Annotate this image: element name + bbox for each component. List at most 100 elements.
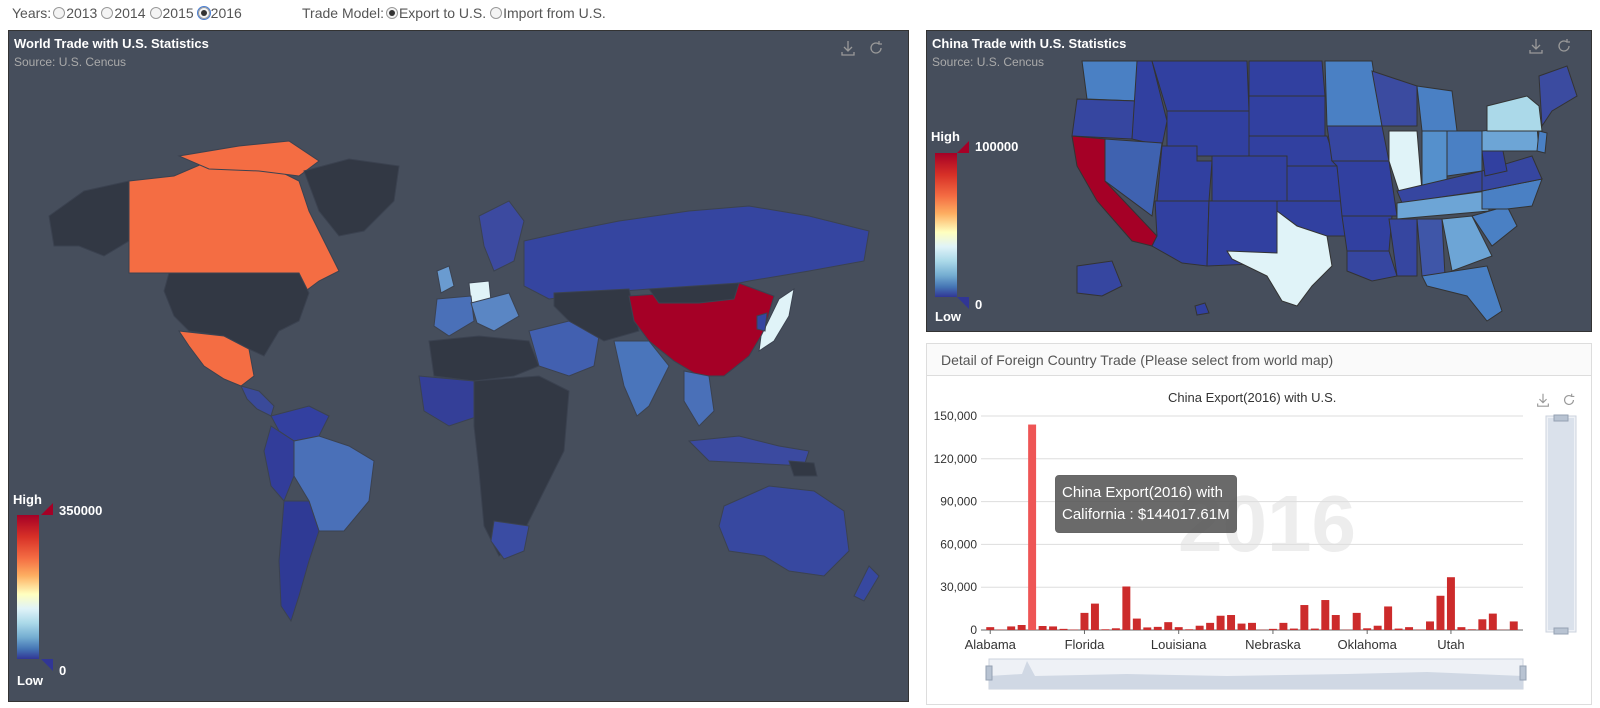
- bar[interactable]: [1467, 629, 1476, 630]
- country-indonesia[interactable]: [687, 435, 810, 467]
- refresh-icon[interactable]: [1561, 392, 1577, 408]
- state-new-york[interactable]: [1486, 95, 1543, 132]
- year-radio-2016[interactable]: 2016: [196, 5, 242, 21]
- bar[interactable]: [1028, 424, 1037, 630]
- country-png[interactable]: [788, 460, 818, 477]
- state-colorado[interactable]: [1211, 155, 1288, 202]
- state-hawaii[interactable]: [1194, 302, 1210, 316]
- country-southeast-asia[interactable]: [683, 370, 715, 427]
- country-north-africa[interactable]: [428, 335, 540, 382]
- radio-circle[interactable]: [149, 7, 162, 19]
- bar[interactable]: [1289, 628, 1298, 630]
- state-minnesota[interactable]: [1324, 60, 1383, 127]
- bar[interactable]: [1080, 612, 1089, 630]
- x-datazoom-slider[interactable]: [985, 658, 1527, 690]
- state-alabama[interactable]: [1416, 218, 1446, 277]
- radio-circle[interactable]: [101, 7, 114, 19]
- model-radio-export[interactable]: Export to U.S.: [385, 5, 486, 21]
- bar[interactable]: [1007, 626, 1016, 630]
- bar[interactable]: [1446, 577, 1455, 630]
- state-nevada[interactable]: [1104, 138, 1163, 217]
- bar[interactable]: [1111, 628, 1120, 630]
- country-korea[interactable]: [756, 312, 768, 332]
- bar[interactable]: [1321, 600, 1330, 630]
- bar[interactable]: [1310, 628, 1319, 630]
- bar[interactable]: [1227, 615, 1236, 630]
- bar[interactable]: [1509, 621, 1518, 630]
- bar[interactable]: [1331, 615, 1340, 630]
- bar[interactable]: [1101, 629, 1110, 630]
- bar[interactable]: [1216, 615, 1225, 630]
- us-map[interactable]: [927, 31, 1593, 333]
- bar[interactable]: [1405, 627, 1414, 630]
- bar[interactable]: [1426, 621, 1434, 630]
- country-mongolia[interactable]: [648, 282, 740, 304]
- bar[interactable]: [986, 627, 995, 630]
- bar[interactable]: [1143, 627, 1152, 630]
- state-south-dakota[interactable]: [1248, 95, 1326, 137]
- bar[interactable]: [1352, 612, 1361, 630]
- radio-circle[interactable]: [490, 7, 503, 19]
- country-brazil[interactable]: [293, 435, 375, 532]
- us-legend-gradient[interactable]: [935, 153, 957, 297]
- slider-handle-right[interactable]: [1519, 665, 1527, 681]
- download-icon[interactable]: [839, 39, 857, 57]
- state-alaska[interactable]: [1076, 260, 1123, 297]
- bar[interactable]: [1363, 628, 1372, 630]
- state-indiana[interactable]: [1421, 130, 1448, 187]
- bar[interactable]: [1164, 622, 1173, 630]
- bar[interactable]: [1279, 622, 1288, 630]
- country-west-africa[interactable]: [418, 375, 480, 427]
- country-alaska[interactable]: [48, 180, 130, 257]
- state-new-jersey[interactable]: [1536, 130, 1548, 154]
- year-radio-2013[interactable]: 2013: [53, 5, 97, 21]
- country-italy-east[interactable]: [470, 292, 520, 332]
- bar[interactable]: [1237, 623, 1246, 630]
- bar[interactable]: [1049, 626, 1058, 630]
- bar[interactable]: [1174, 627, 1183, 630]
- state-new-england[interactable]: [1538, 65, 1578, 128]
- y-datazoom-slider[interactable]: [1545, 414, 1577, 635]
- state-georgia[interactable]: [1441, 215, 1493, 272]
- legend-high-handle-icon[interactable]: [957, 141, 969, 153]
- bar[interactable]: [1195, 625, 1204, 630]
- model-radio-import[interactable]: Import from U.S.: [490, 5, 606, 21]
- bar[interactable]: [1488, 613, 1497, 630]
- state-montana[interactable]: [1151, 60, 1250, 112]
- state-florida[interactable]: [1421, 265, 1503, 322]
- country-japan[interactable]: [758, 287, 795, 353]
- bar[interactable]: [1394, 628, 1403, 630]
- state-wisconsin[interactable]: [1371, 70, 1418, 127]
- download-icon[interactable]: [1535, 392, 1551, 408]
- bar[interactable]: [1059, 628, 1068, 630]
- state-north-dakota[interactable]: [1248, 60, 1326, 97]
- country-scandinavia[interactable]: [478, 200, 525, 272]
- state-mississippi[interactable]: [1388, 218, 1418, 277]
- state-virginia[interactable]: [1481, 155, 1543, 192]
- bar[interactable]: [1384, 606, 1393, 630]
- state-kansas[interactable]: [1286, 165, 1343, 202]
- legend-high-handle-icon[interactable]: [41, 503, 53, 515]
- country-canada-islands[interactable]: [177, 140, 320, 177]
- year-radio-2014[interactable]: 2014: [101, 5, 146, 21]
- slider-handle-left[interactable]: [985, 665, 993, 681]
- country-central-asia[interactable]: [553, 288, 640, 342]
- country-usa[interactable]: [163, 272, 310, 357]
- bar[interactable]: [1248, 622, 1256, 630]
- country-uk[interactable]: [436, 265, 455, 294]
- state-washington[interactable]: [1081, 60, 1138, 102]
- world-legend-gradient[interactable]: [17, 515, 39, 659]
- country-argentina-chile[interactable]: [278, 500, 320, 623]
- country-russia[interactable]: [523, 205, 870, 300]
- bar[interactable]: [1017, 625, 1026, 630]
- legend-low-handle-icon[interactable]: [41, 659, 53, 671]
- bar[interactable]: [1185, 629, 1194, 630]
- state-arkansas[interactable]: [1341, 215, 1393, 252]
- legend-low-handle-icon[interactable]: [957, 297, 969, 309]
- state-arizona[interactable]: [1151, 200, 1210, 267]
- country-india[interactable]: [613, 340, 670, 417]
- refresh-icon[interactable]: [867, 39, 885, 57]
- bar[interactable]: [1373, 625, 1382, 630]
- bar[interactable]: [1122, 586, 1131, 630]
